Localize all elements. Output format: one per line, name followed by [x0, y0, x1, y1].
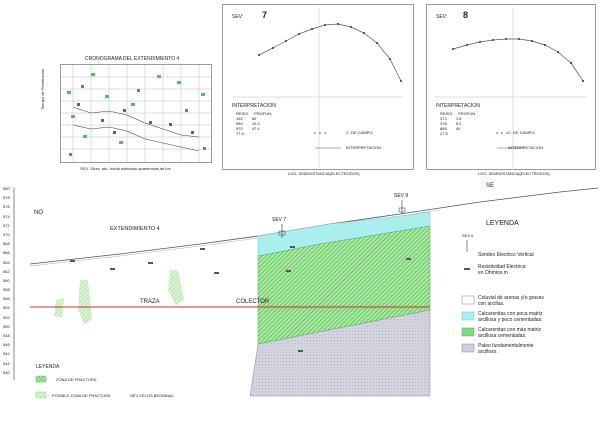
colector-label: COLECTOR — [236, 299, 270, 305]
traza-label: TRAZA — [140, 299, 160, 305]
red-markers — [69, 85, 206, 156]
legend-title: LEYENDA — [486, 220, 519, 227]
sev7-number: 7 — [262, 10, 268, 20]
sev8-curve — [435, 7, 587, 167]
sev7-interpretation-title: INTERPRETACION — [232, 103, 276, 109]
left-legend-extra: SEV CELOS BEOBINAL — [130, 393, 174, 398]
sev7-xlabel: LOG. SEMIDISTANCIA(ELECTRODOS) — [288, 171, 360, 176]
sev7-table: RESIS. PROFUN. 152 80 984 10.3 970 47.4 … — [236, 111, 273, 136]
prospecting-chart-grid — [61, 65, 211, 162]
sev8-legend-points: C. DE CAMPO — [508, 130, 535, 135]
sev8-marker-label: SEV 8 — [394, 193, 409, 199]
prospecting-chart-footer: SEV. 15rev. ato. Inicial estimado aparie… — [80, 166, 171, 171]
elevation-axis-labels: 580 578 576 574 572 570 568 566 564 562 … — [3, 186, 10, 375]
section-right-label: SE — [486, 183, 495, 189]
left-legend-item-2: POSIBLE ZONA DE FRACTURA — [52, 393, 111, 398]
light-patch-3 — [54, 298, 64, 318]
light-patch-2 — [168, 270, 184, 306]
sev7-legend-line: INTERPRETACION — [346, 145, 382, 150]
blue-markers — [77, 103, 194, 134]
sev8-number: 8 — [463, 10, 469, 20]
sev7-curve — [233, 7, 403, 167]
sev8-xlabel: LOG. SEMIDISTANCIA(ELECTRODOS) — [478, 171, 550, 176]
legend-item-resistivity: Resistividad Electrica en Ohmios.m — [478, 264, 526, 276]
left-legend-item-1: ZONA DE FRACTURA — [56, 377, 97, 382]
sev8-label: SEV: — [436, 14, 448, 20]
sev8-interpretation-title: INTERPRETACION — [436, 103, 480, 109]
legend-sev-symbol: SEV 6 — [462, 233, 474, 238]
section-title: EXTENDIMIENTO 4 — [110, 226, 160, 232]
section-left-label: NO — [34, 210, 43, 216]
sev8-table: RESIS. PROFUN. 373 1.8 376 5.2 869 40 27… — [440, 111, 477, 136]
sev7-label: SEV: — [232, 14, 244, 20]
sev8-panel — [426, 4, 596, 170]
left-legend-swatch-1 — [35, 375, 47, 383]
left-legend-swatch-2 — [35, 391, 47, 399]
prospecting-chart-ylabel: Tiempo de Penetracion — [40, 68, 45, 110]
legend-item-sev: Sondeo Electrico Vertical — [478, 252, 534, 258]
legend-item-paleo: Paleo fundamentalmente arcilloso. — [478, 343, 534, 355]
light-patch-1 — [78, 280, 92, 324]
legend-swatch-white — [461, 295, 475, 305]
sev7-legend-points: C. DE CAMPO — [346, 130, 373, 135]
prospecting-chart — [60, 64, 212, 163]
sev8-legend-line: INTERPRETACION — [508, 145, 544, 150]
legend-swatch-gray — [461, 343, 475, 353]
legend-item-calcarenitas-mas: Calcarenitas con más matriz arcillosa ce… — [478, 327, 542, 339]
legend-item-calcarenitas-poca: Calcarenitas con poca matriz arcillosa y… — [478, 311, 543, 323]
legend-swatch-green — [461, 327, 475, 337]
left-legend-title: LEYENDA — [36, 364, 60, 370]
legend-swatch-cyan — [461, 311, 475, 321]
gray-basement — [249, 309, 431, 397]
prospecting-chart-title: CRONOGRAMA DEL EXTENDIMIENTO 4 — [85, 56, 180, 62]
sev7-panel — [222, 4, 414, 170]
green-hatch-layer — [257, 225, 431, 345]
green-markers — [67, 73, 205, 144]
sev7-marker-label: SEV 7 — [272, 217, 287, 223]
legend-item-coluvial: Coluvial de arenas y/o gravas con arcill… — [478, 295, 544, 307]
